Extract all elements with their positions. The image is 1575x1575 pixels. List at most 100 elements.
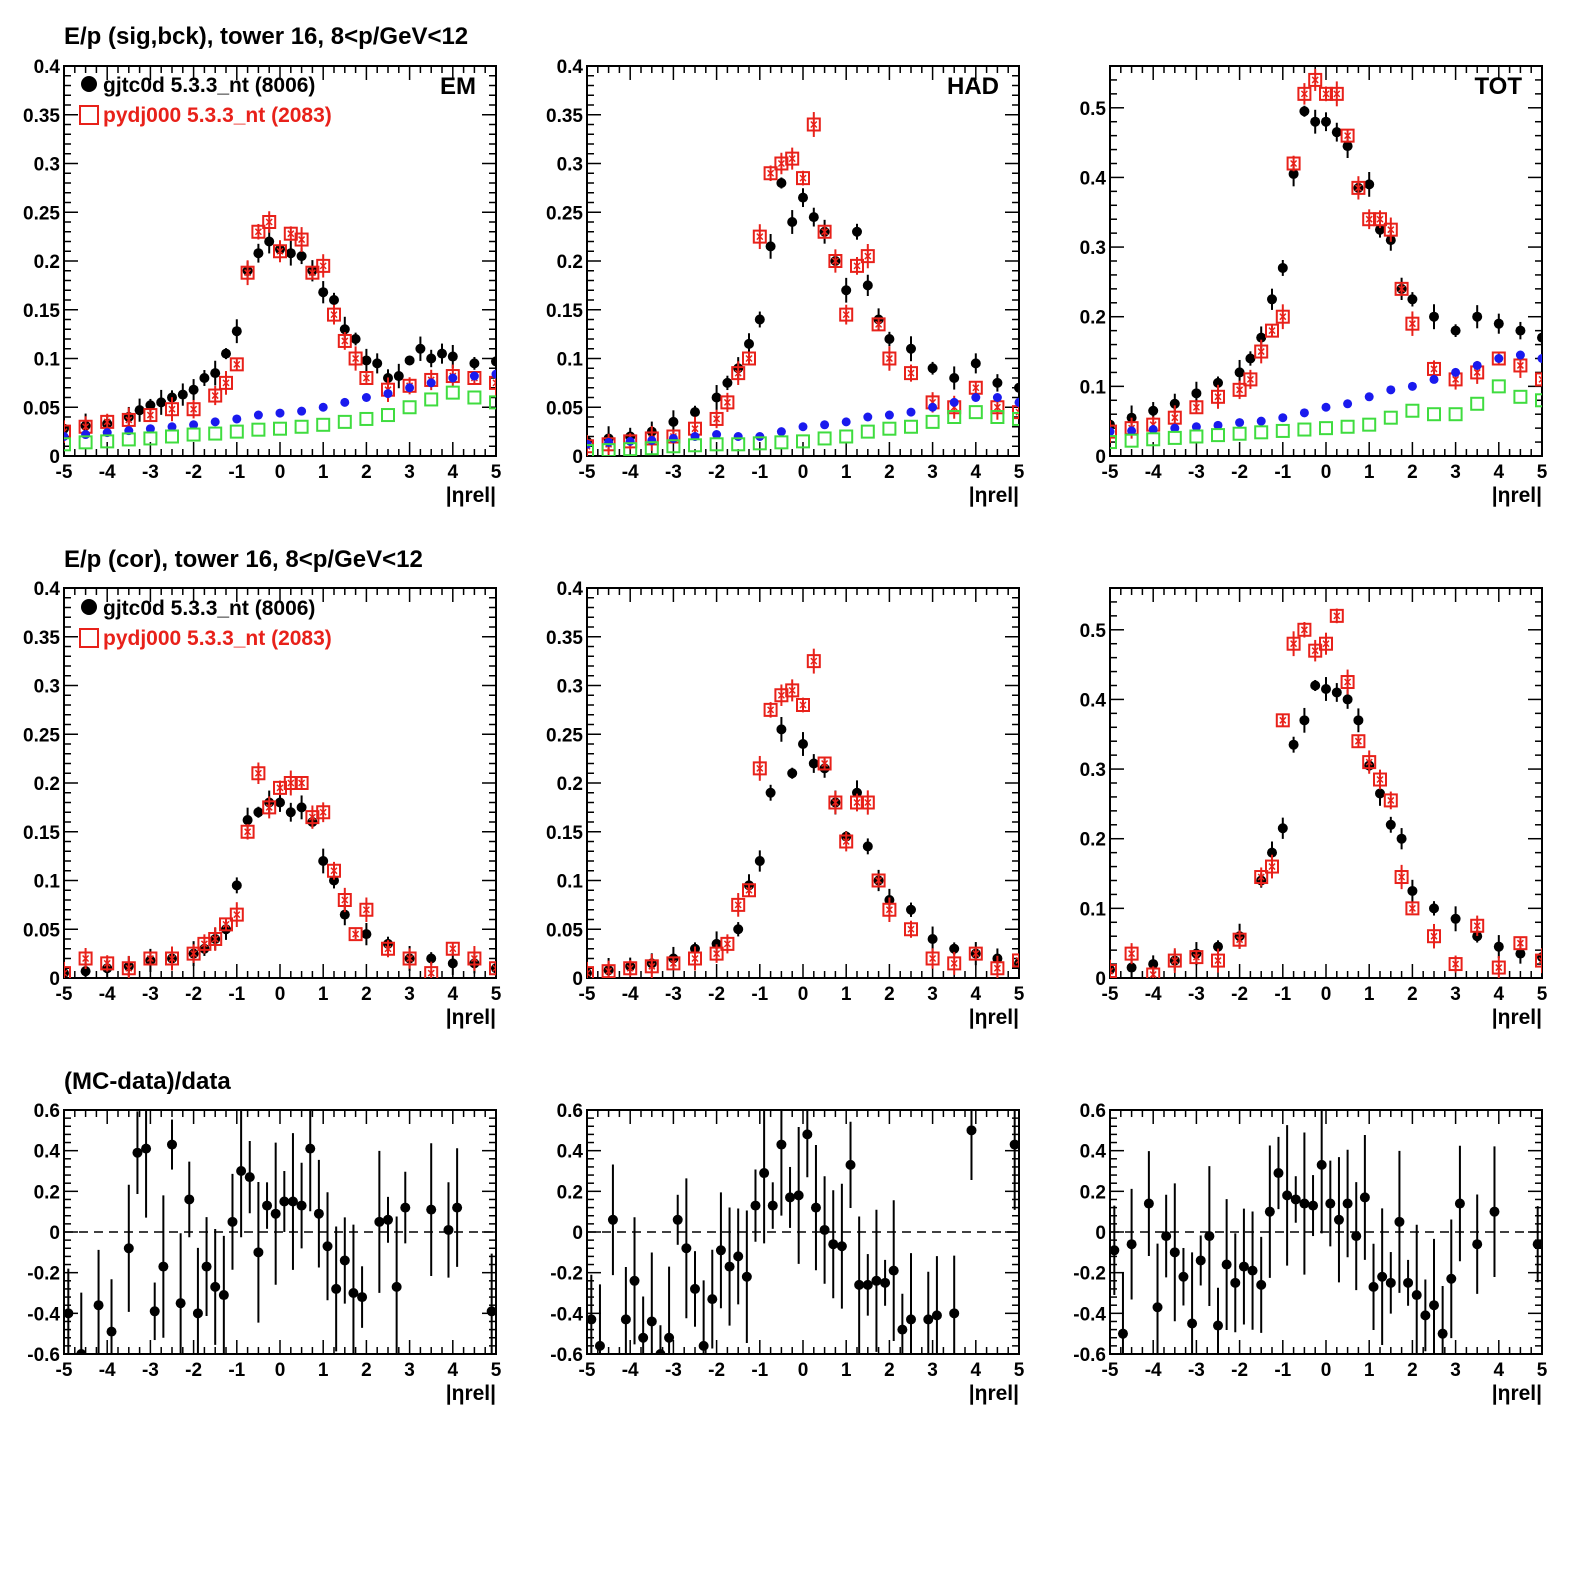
- data-point-cross: [723, 398, 731, 406]
- data-point: [1213, 420, 1223, 430]
- data-point-cross: [842, 311, 850, 319]
- data-point-cross: [200, 940, 208, 948]
- data-point-cross: [972, 384, 980, 392]
- x-tick-label: -2: [708, 984, 725, 1005]
- data-point: [391, 1281, 402, 1292]
- data-point: [709, 411, 724, 426]
- data-point: [1472, 360, 1482, 370]
- data-point-cross: [1257, 873, 1265, 881]
- data-point-cross: [222, 379, 230, 387]
- data-point-cross: [287, 779, 295, 787]
- x-tick-label: 4: [1494, 1360, 1505, 1381]
- y-tick-label: 0.2: [557, 1182, 583, 1203]
- data-point: [491, 963, 496, 974]
- x-tick-label: -1: [228, 462, 245, 483]
- data-point-cross: [330, 311, 338, 319]
- data-point: [229, 424, 244, 439]
- data-point: [1491, 379, 1506, 394]
- data-point: [862, 1279, 873, 1290]
- data-point-cross: [362, 374, 370, 382]
- data-point: [1126, 1239, 1137, 1250]
- panel-label: EM: [440, 73, 476, 100]
- data-point: [1342, 141, 1353, 152]
- data-point: [1152, 1302, 1163, 1313]
- x-tick-label: 4: [448, 462, 459, 483]
- data-point-cross: [799, 174, 807, 182]
- x-tick-label: 1: [841, 462, 852, 483]
- data-point: [1362, 755, 1377, 770]
- data-point: [1472, 1239, 1483, 1250]
- data-point-cross: [1192, 403, 1200, 411]
- data-point: [765, 241, 776, 252]
- data-point: [1362, 417, 1377, 432]
- y-tick-label: -0.2: [27, 1264, 60, 1285]
- x-tick-label: 0: [275, 1360, 286, 1381]
- data-point: [232, 414, 242, 424]
- data-point: [359, 902, 374, 917]
- data-point: [357, 1292, 368, 1303]
- x-tick-label: -2: [1231, 1360, 1248, 1381]
- data-point-cross: [691, 954, 699, 963]
- data-point-cross: [1365, 215, 1373, 223]
- x-tick-label: -2: [708, 462, 725, 483]
- x-axis-label: |ηrel|: [969, 484, 1019, 507]
- data-point: [452, 1202, 463, 1213]
- data-point: [1319, 636, 1333, 651]
- series-3: [64, 385, 496, 452]
- data-point: [1282, 1190, 1293, 1201]
- y-tick-label: 0.4: [1080, 690, 1107, 711]
- data-point-cross: [211, 935, 219, 943]
- data-point: [199, 373, 210, 383]
- data-point: [1254, 344, 1269, 359]
- data-point: [273, 780, 287, 795]
- data-point-cross: [1268, 863, 1276, 871]
- data-point: [1340, 128, 1355, 143]
- data-point: [197, 936, 212, 951]
- x-tick-label: -3: [142, 1360, 159, 1381]
- series-0: [587, 177, 1019, 451]
- data-point: [201, 1261, 212, 1272]
- data-point: [1427, 407, 1441, 422]
- data-point-cross: [254, 769, 262, 777]
- data-point: [165, 429, 179, 444]
- data-point: [992, 377, 1003, 388]
- data-point: [724, 1261, 735, 1272]
- legend-marker-data: [81, 76, 97, 92]
- markers: [1110, 608, 1542, 978]
- data-point-cross: [993, 964, 1001, 972]
- data-point: [1394, 1216, 1405, 1227]
- data-point: [318, 402, 328, 412]
- data-point-cross: [308, 269, 316, 277]
- data-point-cross: [875, 320, 883, 328]
- data-point: [236, 1166, 247, 1176]
- data-point: [294, 419, 309, 434]
- data-point: [623, 961, 638, 976]
- legend-label-mc: pydj000 5.3.3_nt (2083): [103, 627, 332, 650]
- data-point-cross: [1344, 132, 1352, 140]
- data-point-cross: [341, 337, 349, 345]
- data-point: [1275, 713, 1290, 728]
- data-point: [218, 1290, 229, 1301]
- y-tick-label: -0.2: [550, 1264, 583, 1285]
- data-point: [1491, 351, 1506, 366]
- data-point: [607, 1214, 618, 1225]
- data-point-cross: [1387, 226, 1395, 234]
- y-tick-label: 0.3: [1080, 760, 1106, 781]
- data-point-cross: [1538, 375, 1542, 381]
- data-point: [839, 307, 854, 322]
- x-tick-label: -3: [665, 1360, 682, 1381]
- data-point: [405, 383, 415, 393]
- data-point: [1351, 180, 1366, 195]
- data-point: [1012, 411, 1019, 426]
- y-tick-label: -0.6: [27, 1345, 60, 1366]
- series-1: [64, 211, 496, 443]
- data-point: [296, 1200, 307, 1211]
- data-point-cross: [1311, 647, 1319, 655]
- y-tick-label: -0.6: [550, 1345, 583, 1366]
- data-point: [992, 393, 1002, 402]
- data-point-cross: [1110, 969, 1114, 975]
- data-point: [1213, 377, 1223, 388]
- data-point: [167, 422, 177, 432]
- data-point: [798, 192, 808, 203]
- data-point: [888, 1265, 899, 1276]
